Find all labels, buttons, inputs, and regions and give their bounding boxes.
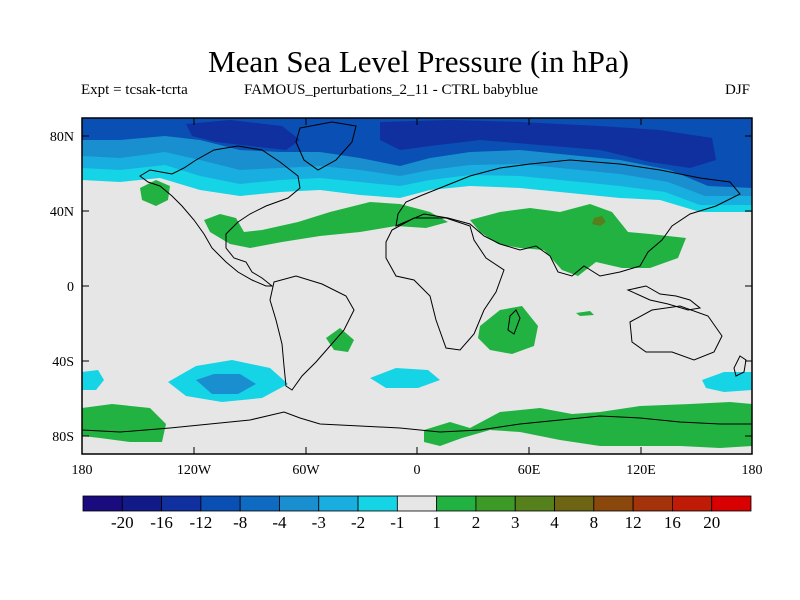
colorbar: -20 -16 -12 -8 -4 -3 -2 -1 1 2 3 4 8 12 16 20 [82,495,752,532]
colorbar-swatch [632,495,673,512]
colorbar-label: -1 [390,513,404,532]
chart-title: Mean Sea Level Pressure (in hPa) [208,44,629,79]
atlantic-green [204,202,448,248]
lon-label-180w: 180 [72,463,93,478]
colorbar-swatch [436,495,477,512]
colorbar-label: 2 [472,513,481,532]
coast-madagascar [507,309,521,335]
colorbar-label: 20 [703,513,720,532]
tibet-olive [592,216,606,226]
lat-label-40s: 40S [52,355,74,370]
colorbar-swatch [357,495,398,512]
colorbar-label: 16 [664,513,681,532]
colorbar-label: 12 [625,513,642,532]
colorbar-label: -4 [272,513,287,532]
colorbar-swatch [239,495,280,512]
south-pacific-blue-core [196,374,256,394]
lon-label-60w: 60W [292,463,320,478]
coast-north-america [139,145,301,287]
indian-ocean-green-strip [576,311,594,316]
eurasia-green [470,204,686,276]
colorbar-label: -20 [111,513,134,532]
colorbar-label: -12 [190,513,213,532]
south-atlantic-green [326,328,354,352]
coast-africa [385,217,505,351]
colorbar-swatch [396,495,438,512]
colorbar-swatch [121,495,162,512]
experiment-label: Expt = tcsak-tcrta [81,82,188,98]
lat-label-0: 0 [67,280,74,295]
coast-new-zealand [733,355,747,377]
colorbar-swatch [593,495,634,512]
colorbar-label: 8 [590,513,599,532]
antarctic-green-west [82,404,166,442]
season-label: DJF [725,82,751,98]
colorbar-label: 4 [550,513,559,532]
lon-label-0: 0 [414,463,421,478]
coast-south-america [269,275,355,391]
lon-label-180e: 180 [742,463,763,478]
south-west-cyan [82,370,104,390]
coast-antarctica [82,411,752,433]
colorbar-label: 1 [432,513,441,532]
south-atlantic-cyan [370,368,440,388]
latitude-axis: 80N 40N 0 40S 80S [50,130,752,445]
antarctic-green-east [424,402,752,448]
colorbar-label: -3 [312,513,326,532]
north-deep-blue-core [380,120,716,168]
coastlines [82,121,752,433]
colorbar-swatch [318,495,359,512]
colorbar-swatch [711,495,752,512]
colorbar-label: -16 [150,513,173,532]
coast-australia [629,305,723,361]
colorbar-label: -8 [233,513,247,532]
colorbar-label: -2 [351,513,365,532]
longitude-axis: 180 120W 60W 0 60E 120E 180 [72,118,763,478]
lon-label-60e: 60E [518,463,541,478]
colorbar-label: 3 [511,513,520,532]
lat-label-40n: 40N [50,205,74,220]
colorbar-swatch [200,495,241,512]
pressure-field [82,118,752,454]
lat-label-80n: 80N [50,130,74,145]
colorbar-swatch [279,495,320,512]
coast-eurasia [395,159,741,277]
coast-greenland [295,121,357,171]
colorbar-swatch [161,495,202,512]
colorbar-swatch [82,495,123,512]
north-deep-blue-west [186,120,300,150]
colorbar-swatch [475,495,516,512]
colorbar-swatch [514,495,555,512]
comparison-label: FAMOUS_perturbations_2_11 - CTRL babyblu… [244,82,539,98]
south-east-cyan [702,372,752,392]
colorbar-swatch [672,495,713,512]
colorbar-swatch [554,495,595,512]
lon-label-120w: 120W [177,463,212,478]
north-pacific-green [140,180,170,206]
coast-maritime-se-asia [626,285,702,311]
lat-label-80s: 80S [52,430,74,445]
lon-label-120e: 120E [626,463,656,478]
